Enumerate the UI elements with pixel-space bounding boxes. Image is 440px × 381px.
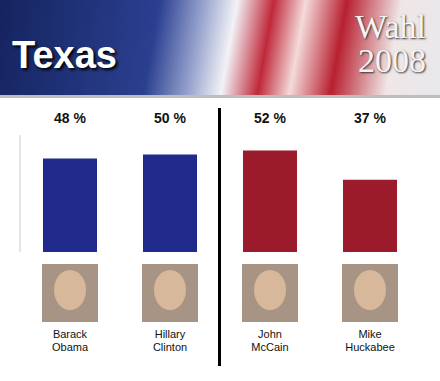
html-text:Texas: Texas bbox=[12, 34, 117, 76]
svg-text:50 %: 50 % bbox=[154, 110, 186, 126]
svg-text:BarackObama: BarackObama bbox=[52, 328, 89, 353]
svg-text:HillaryClinton: HillaryClinton bbox=[153, 328, 187, 353]
html-text:Wahl 2008: Wahl 2008 bbox=[355, 8, 426, 79]
svg-text:MikeHuckabee: MikeHuckabee bbox=[345, 328, 395, 353]
svg-text:37 %: 37 % bbox=[354, 110, 386, 126]
svg-text:JohnMcCain: JohnMcCain bbox=[251, 328, 288, 353]
svg-text:48 %: 48 % bbox=[54, 110, 86, 126]
svg-text:52 %: 52 % bbox=[254, 110, 286, 126]
